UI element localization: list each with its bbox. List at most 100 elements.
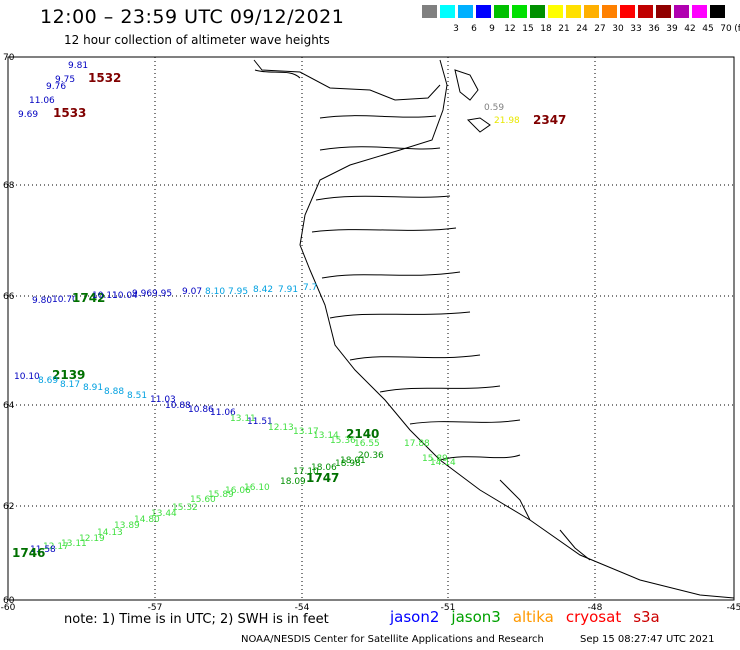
legend-swatch: [530, 5, 545, 18]
wave-height-label: 14.14: [430, 458, 456, 468]
pass-time-label: 1746: [12, 546, 45, 560]
credit-text: NOAA/NESDIS Center for Satellite Applica…: [241, 634, 544, 645]
wave-height-label: 10.70: [52, 295, 78, 305]
wave-height-label: 8.42: [253, 285, 273, 295]
wave-height-label: 15.32: [172, 503, 198, 513]
legend-unit: (ft): [734, 24, 740, 34]
wave-height-label: 10.04: [112, 291, 138, 301]
wave-height-label: 9.95: [152, 289, 172, 299]
legend-swatch: [494, 5, 509, 18]
satellite-legend: jason2 jason3 altika cryosat s3a: [390, 608, 672, 626]
wave-height-label: 8.91: [83, 383, 103, 393]
footer-note: note: 1) Time is in UTC; 2) SWH is in fe…: [64, 612, 329, 627]
wave-height-label: 16.06: [225, 486, 251, 496]
satellite-jason3: jason3: [451, 608, 501, 626]
legend-swatch: [710, 5, 725, 18]
wave-height-label: 13.14: [313, 431, 339, 441]
legend-label: 15: [522, 24, 534, 34]
pass-time-label: 2140: [346, 427, 379, 441]
map-subtitle: 12 hour collection of altimeter wave hei…: [64, 33, 330, 47]
wave-height-label: 8.10: [205, 287, 225, 297]
legend-swatch: [674, 5, 689, 18]
wave-height-label: 10.88: [165, 401, 191, 411]
wave-height-label: 9.96: [132, 289, 152, 299]
wave-height-label: 15.89: [208, 490, 234, 500]
map-title: 12:00 – 23:59 UTC 09/12/2021: [40, 6, 345, 28]
legend-swatch: [692, 5, 707, 18]
pass-time-label: 1532: [88, 71, 121, 85]
legend-label: 45: [702, 24, 714, 34]
wave-height-label: 8.88: [104, 387, 124, 397]
wave-height-label: 11.06: [210, 408, 236, 418]
axis-ticks: -60 -57 -54 -51 -48 -45 70 68 66 64 62 60: [1, 53, 740, 613]
graticule: [8, 57, 734, 600]
wave-height-label: 16.10: [244, 483, 270, 493]
wave-height-label: 13.44: [151, 509, 177, 519]
wave-height-label: 11.58: [30, 545, 56, 555]
legend-swatch: [584, 5, 599, 18]
lat-tick-label: 60: [3, 596, 15, 606]
map-frame: [7, 56, 735, 601]
legend-label: 6: [471, 24, 477, 34]
wave-height-label: 8.51: [127, 391, 147, 401]
wave-height-label: 13.17: [293, 427, 319, 437]
legend-label: 21: [558, 24, 570, 34]
wave-height-label: 10.11: [92, 291, 118, 301]
wave-height-label: 15.36: [330, 436, 356, 446]
legend-label: 36: [648, 24, 660, 34]
pass-time-label: 2347: [533, 113, 566, 127]
pass-time-label: 2139: [52, 368, 85, 382]
wave-height-label: 10.10: [14, 372, 40, 382]
wave-height-label: 21.98: [494, 116, 520, 126]
legend-label: 27: [594, 24, 606, 34]
lat-tick-label: 62: [3, 502, 14, 512]
legend-label: 12: [504, 24, 516, 34]
lon-tick-label: -48: [588, 603, 603, 613]
legend-swatch: [638, 5, 653, 18]
legend-swatch: [512, 5, 527, 18]
wave-height-label: 18.09: [280, 477, 306, 487]
wave-height-label: 11.06: [29, 96, 55, 106]
legend-label: 33: [630, 24, 642, 34]
wave-height-label: 7.91: [278, 285, 298, 295]
lon-tick-label: -60: [1, 603, 16, 613]
lat-tick-label: 70: [3, 53, 15, 63]
wave-height-label: 17.10: [293, 467, 319, 477]
satellite-jason2: jason2: [390, 608, 440, 626]
legend-swatch: [656, 5, 671, 18]
lat-tick-label: 66: [3, 292, 15, 302]
legend-swatch: [548, 5, 563, 18]
pass-time-label: 1533: [53, 106, 86, 120]
legend-label: 9: [489, 24, 495, 34]
wave-height-label: 0.59: [484, 103, 504, 113]
wave-height-label: 12.13: [268, 423, 294, 433]
lat-tick-label: 68: [3, 181, 15, 191]
legend-swatch: [566, 5, 581, 18]
legend-swatch: [620, 5, 635, 18]
legend-label: 3: [453, 24, 459, 34]
wave-height-label: 7.95: [228, 287, 248, 297]
wave-height-label: 11.03: [150, 395, 176, 405]
pass-time-label: 1747: [306, 471, 339, 485]
wave-height-label: 9.80: [32, 296, 52, 306]
satellite-altika: altika: [512, 608, 554, 626]
wave-height-label: 16.55: [354, 439, 380, 449]
wave-height-label: 18.01: [340, 456, 366, 466]
satellite-cryosat: cryosat: [565, 608, 622, 626]
wave-height-label: 13.89: [114, 521, 140, 531]
timestamp-text: Sep 15 08:27:47 UTC 2021: [580, 634, 715, 645]
legend-swatch: [602, 5, 617, 18]
satellite-s3a: s3a: [633, 608, 660, 626]
wave-height-label: 15.60: [190, 495, 216, 505]
wave-height-label: 15.89: [422, 454, 448, 464]
wave-height-label: 13.11: [230, 414, 256, 424]
wave-height-label: 14.13: [97, 528, 123, 538]
lon-tick-label: -45: [727, 603, 740, 613]
legend-swatch: [440, 5, 455, 18]
lat-tick-label: 64: [3, 401, 15, 411]
legend-label: 24: [576, 24, 588, 34]
wave-height-label: 8.17: [60, 380, 80, 390]
wave-height-label: 11.51: [247, 417, 273, 427]
wave-height-label: 14.80: [134, 515, 160, 525]
wave-height-label: 18.98: [335, 459, 361, 469]
